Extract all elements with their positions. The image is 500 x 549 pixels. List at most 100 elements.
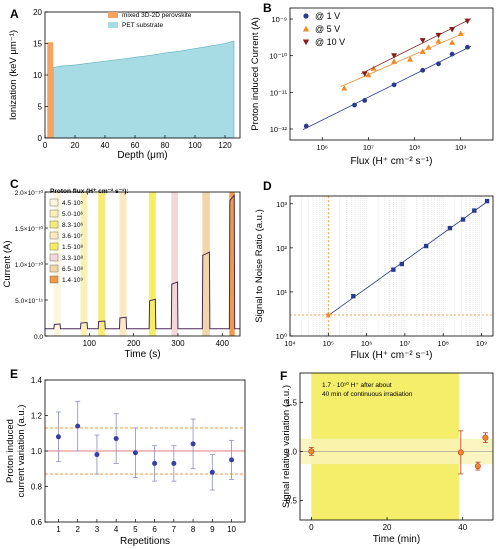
- current-trace: [45, 193, 240, 330]
- y-tick-label: 15: [33, 40, 42, 49]
- y-tick-label: 0: [38, 134, 43, 143]
- legend-entry: 3.6·10⁷: [62, 233, 83, 240]
- x-tick-label: 100: [188, 141, 202, 150]
- panel-label-e: E: [10, 367, 18, 381]
- legend-swatch: [49, 231, 59, 240]
- annotation: 1.7 · 10¹⁰ H⁺ after about: [322, 381, 392, 389]
- y-axis-label: Proton induced Current (A): [250, 17, 261, 131]
- legend-entry: @ 5 V: [315, 24, 340, 34]
- data-point: [465, 44, 470, 50]
- y-tick-label: 10⁻¹¹: [270, 88, 288, 97]
- data-point: [484, 198, 490, 204]
- flux-band: [53, 192, 61, 336]
- data-point: [435, 38, 442, 44]
- y-axis-label: current variation (a.u.): [16, 405, 27, 498]
- data-point: [190, 441, 196, 447]
- x-tick-label: 3: [95, 525, 100, 534]
- y-tick-label: 2.0×10⁻¹⁰: [15, 189, 44, 197]
- x-tick-label: 10⁴: [284, 339, 296, 348]
- panel-label-d: D: [263, 179, 272, 193]
- data-point: [474, 463, 481, 470]
- data-point: [460, 217, 466, 222]
- x-tick-label: 10⁶: [361, 339, 372, 348]
- legend-entry: 3.3·10⁸: [62, 255, 83, 262]
- x-tick-label: 120: [218, 141, 232, 150]
- y-tick-label: 1.0: [286, 447, 298, 456]
- data-point: [209, 469, 215, 475]
- x-tick-label: 20: [383, 523, 392, 532]
- legend-title: Proton flux (H⁺ cm⁻² s⁻¹):: [50, 188, 129, 195]
- panel-label-c: C: [10, 177, 19, 191]
- data-point: [407, 56, 414, 62]
- panel-b-frame: [289, 7, 494, 141]
- x-tick-label: 10⁷: [399, 339, 410, 348]
- flux-band: [98, 192, 106, 336]
- x-tick-label: 10⁹: [476, 339, 488, 348]
- y-tick-label: 10²: [276, 244, 287, 253]
- flux-band: [229, 192, 235, 336]
- panel-d-frame: [289, 195, 494, 337]
- legend-marker: [302, 25, 310, 32]
- threshold-star: [324, 311, 332, 318]
- data-point: [361, 71, 368, 77]
- x-tick-label: 10⁷: [363, 143, 374, 152]
- legend-swatch: [49, 242, 59, 251]
- x-tick-label: 400: [216, 339, 230, 348]
- data-point: [341, 85, 348, 91]
- data-point: [113, 436, 119, 442]
- x-tick-label: 100: [83, 339, 97, 348]
- y-axis-label: Current (A): [2, 241, 13, 288]
- legend-entry: 5.0·10⁶: [62, 211, 83, 218]
- data-point: [352, 102, 357, 108]
- data-point: [435, 32, 442, 39]
- data-point: [457, 449, 464, 456]
- legend-swatch: [49, 264, 59, 273]
- x-tick-label: 20: [71, 141, 80, 150]
- x-tick-label: 1: [56, 525, 61, 534]
- y-tick-label: 1.2: [31, 412, 43, 421]
- x-tick-label: 10⁶: [317, 143, 328, 152]
- data-point: [303, 123, 309, 129]
- data-point: [362, 98, 368, 103]
- panel-f-frame: [299, 372, 494, 521]
- data-point: [391, 53, 398, 59]
- legend-swatch: [49, 209, 59, 218]
- data-point: [423, 243, 429, 249]
- data-point: [449, 27, 456, 33]
- data-point: [457, 30, 464, 37]
- data-point: [308, 448, 315, 455]
- data-point: [55, 434, 61, 440]
- panel-label-f: F: [280, 369, 287, 383]
- data-point: [472, 208, 477, 213]
- y-tick-label: 5: [38, 103, 43, 112]
- y-tick-label: 1.0: [31, 447, 43, 456]
- y-tick-label: 5.0×10⁻¹¹: [15, 298, 44, 305]
- data-point: [425, 44, 432, 50]
- data-point: [75, 423, 81, 429]
- data-point: [436, 61, 441, 67]
- data-point: [365, 71, 372, 78]
- data-point: [449, 39, 456, 45]
- y-tick-label: 1.5×10⁻¹⁰: [15, 225, 44, 233]
- x-tick-label: 10⁸: [437, 339, 449, 348]
- y-tick-label: 10³: [276, 200, 287, 209]
- y-tick-label: 0.0: [34, 334, 43, 341]
- data-point: [229, 457, 235, 463]
- x-tick-label: 10⁹: [455, 143, 467, 152]
- data-point: [132, 450, 138, 456]
- legend-marker: [303, 13, 309, 19]
- y-tick-label: 0.5: [286, 496, 298, 505]
- flux-band: [119, 192, 127, 336]
- legend-swatch: [49, 275, 59, 284]
- legend-entry: 1.4·10⁹: [62, 277, 83, 284]
- data-point: [482, 434, 489, 441]
- legend-entry: @ 10 V: [315, 37, 345, 47]
- y-tick-label: 1.4: [31, 376, 43, 385]
- flux-band: [80, 192, 88, 336]
- data-point: [370, 65, 377, 71]
- flux-band: [149, 192, 156, 336]
- perovskite-area: [47, 42, 54, 138]
- data-point: [152, 460, 158, 466]
- x-axis-label: Flux (H⁺ cm⁻² s⁻¹): [351, 156, 433, 167]
- legend-marker: [302, 39, 310, 46]
